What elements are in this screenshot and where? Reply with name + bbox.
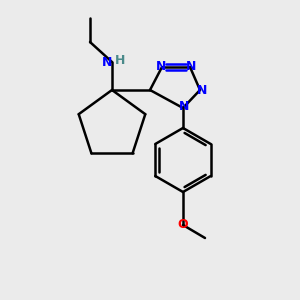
Text: H: H <box>115 53 125 67</box>
Text: N: N <box>102 56 112 68</box>
Text: N: N <box>179 100 189 113</box>
Text: N: N <box>186 59 196 73</box>
Text: N: N <box>197 83 207 97</box>
Text: N: N <box>156 59 166 73</box>
Text: O: O <box>178 218 188 232</box>
